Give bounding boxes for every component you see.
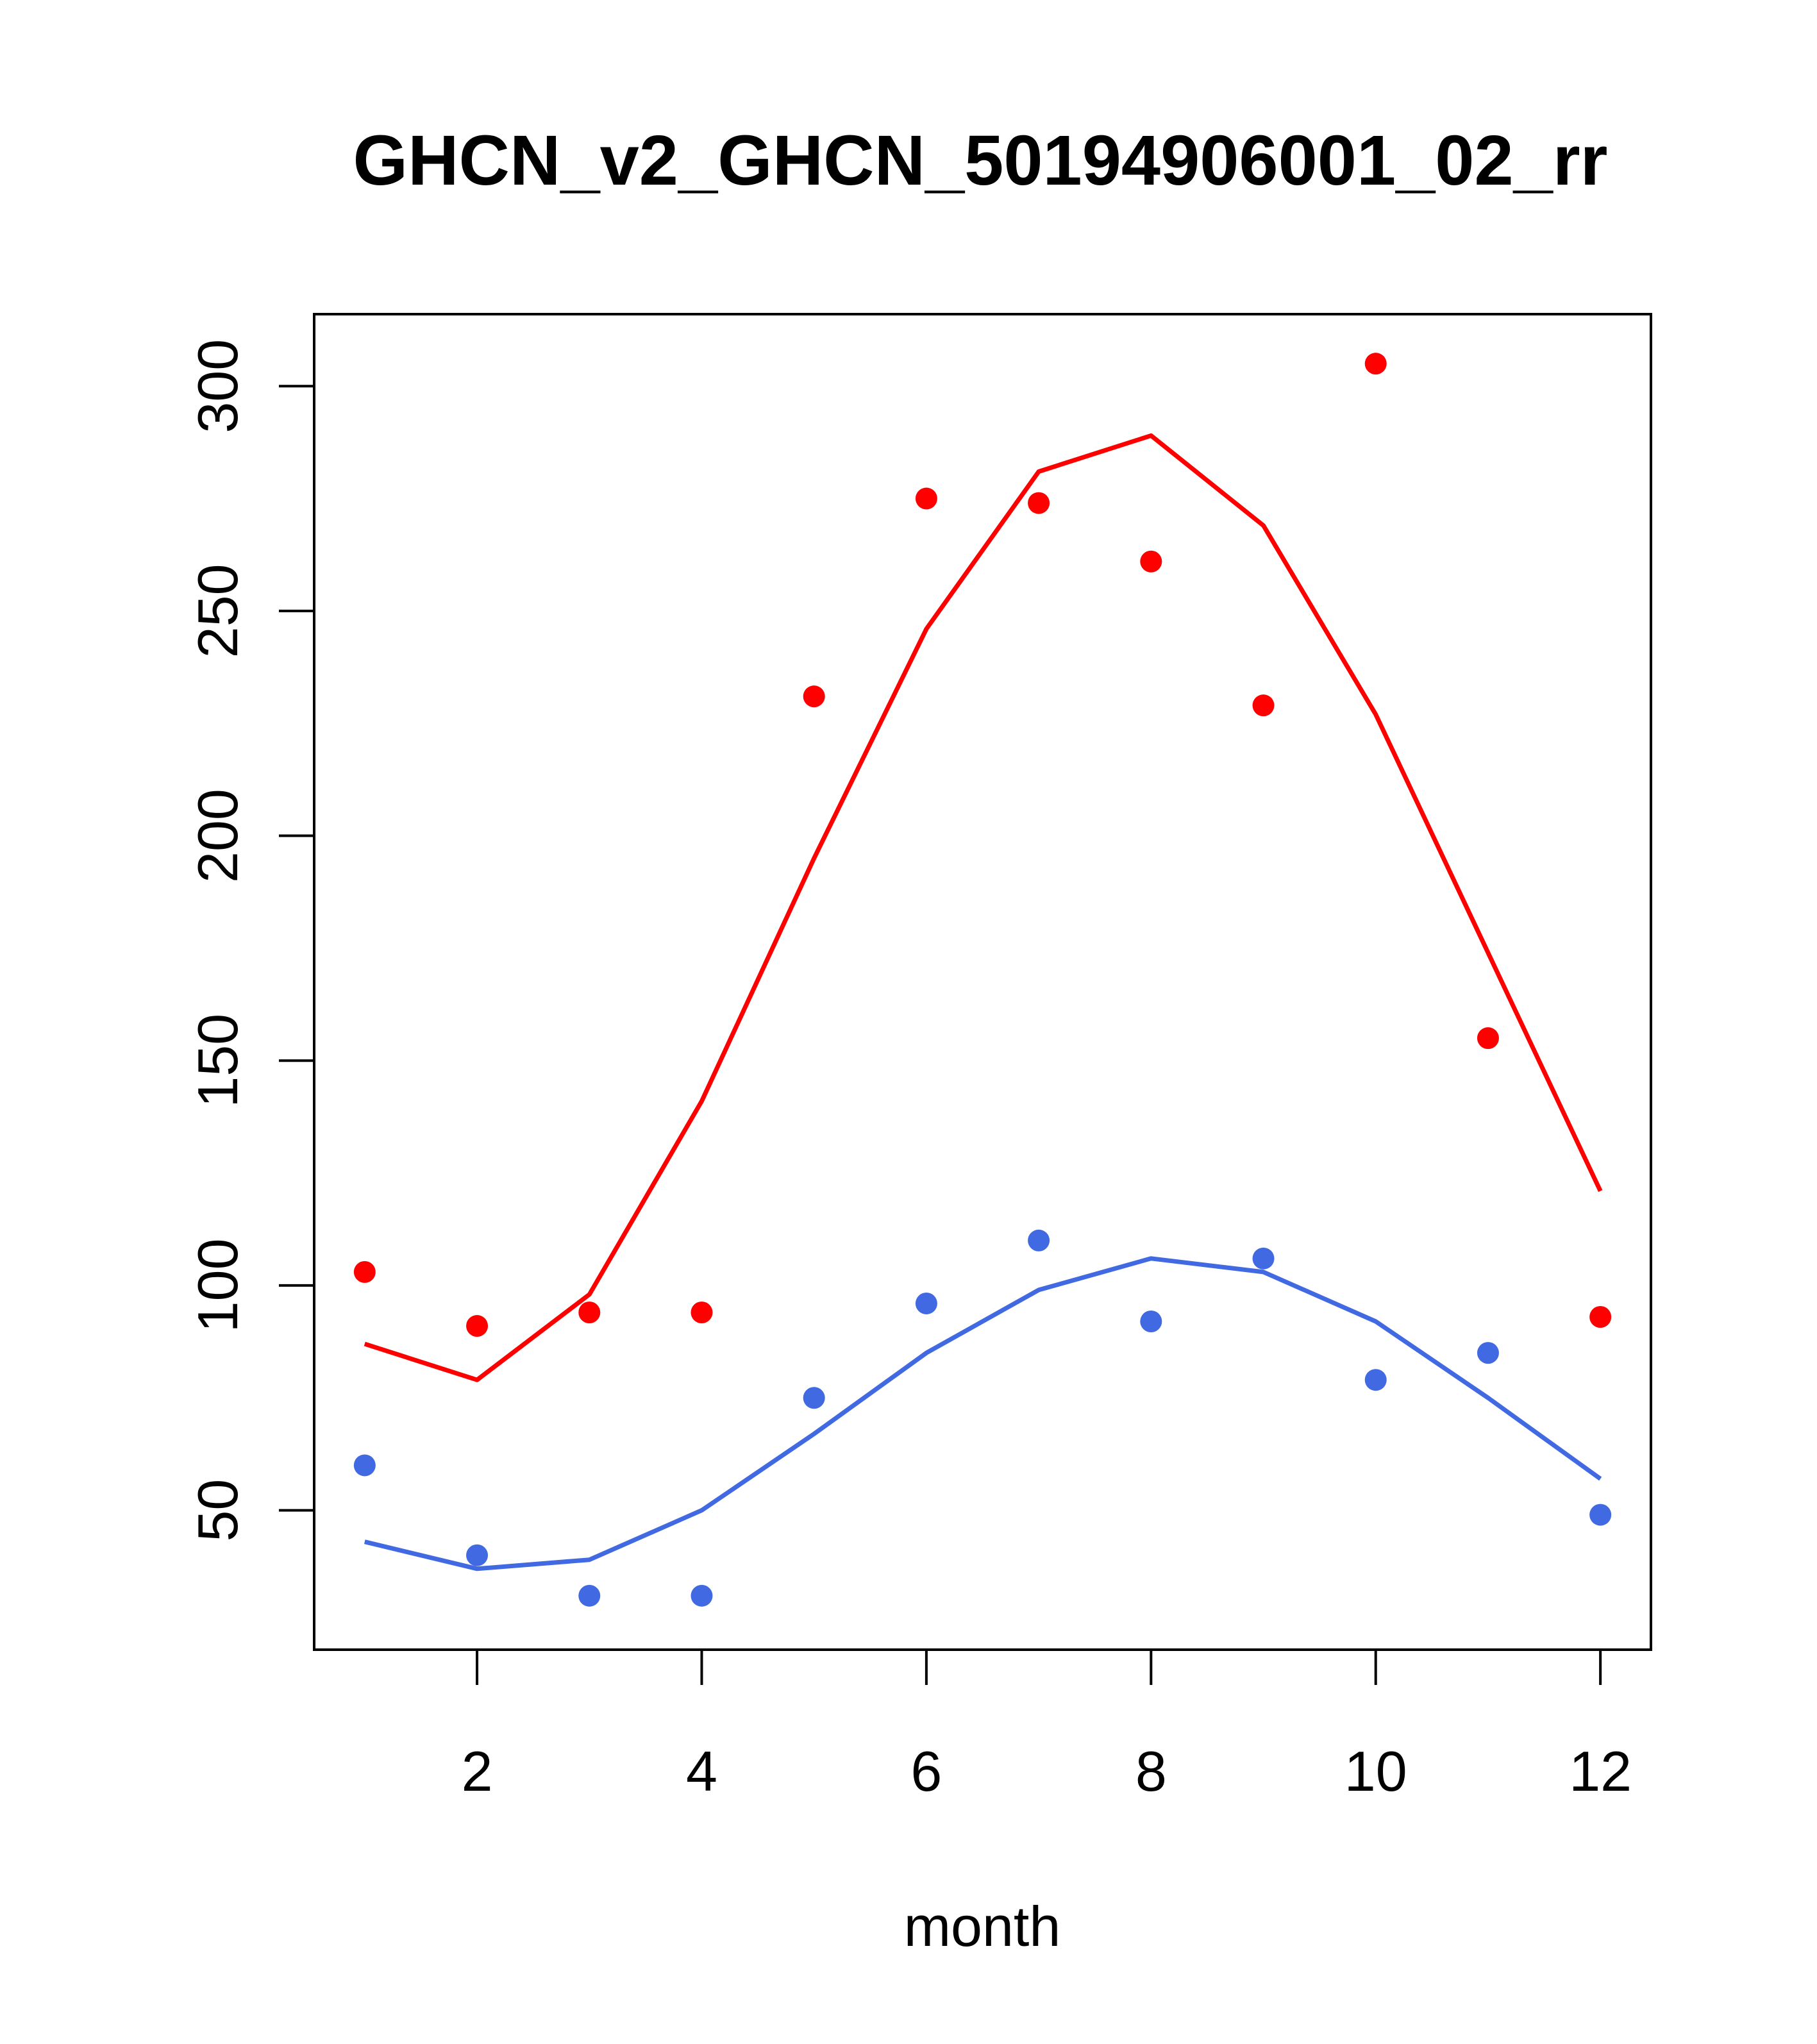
x-tick-label: 2 xyxy=(462,1739,493,1803)
x-tick-label: 10 xyxy=(1344,1739,1407,1803)
series-layer xyxy=(353,353,1612,1607)
series-1-point xyxy=(1252,694,1275,717)
series-1-point xyxy=(1589,1306,1612,1328)
series-1-point xyxy=(803,685,825,708)
series-1-point xyxy=(1364,353,1387,375)
series-2-point xyxy=(691,1584,713,1607)
series-1-point xyxy=(1140,550,1162,573)
x-tick-label: 4 xyxy=(686,1739,717,1803)
series-2-point xyxy=(1477,1342,1499,1364)
series-2-point xyxy=(915,1292,937,1314)
series-2-point xyxy=(466,1544,489,1566)
series-2-point xyxy=(1252,1247,1275,1269)
series-1-point xyxy=(1028,492,1050,514)
y-tick-label: 150 xyxy=(186,1014,249,1108)
series-2-point xyxy=(578,1584,601,1607)
series-1-line xyxy=(364,433,1603,1382)
series-1-point xyxy=(691,1301,713,1323)
series-1-point xyxy=(466,1315,489,1337)
y-tick-label: 250 xyxy=(186,564,249,658)
y-tick-label: 100 xyxy=(186,1238,249,1332)
y-tick-label: 300 xyxy=(186,339,249,433)
series-2-point xyxy=(353,1454,376,1477)
series-1-point xyxy=(915,487,937,510)
x-axis: 2 4 6 8 10 12 xyxy=(462,1648,1632,1803)
x-axis-label: month xyxy=(904,1895,1061,1958)
y-tick-label: 50 xyxy=(186,1479,249,1542)
plot-frame xyxy=(313,313,1652,1651)
series-2-point xyxy=(1140,1311,1162,1333)
series-1-point xyxy=(353,1261,376,1283)
x-tick-label: 12 xyxy=(1569,1739,1632,1803)
series-1-point xyxy=(578,1301,601,1323)
x-tick-label: 6 xyxy=(910,1739,942,1803)
y-axis: 50 100 150 200 250 300 xyxy=(186,339,315,1542)
y-tick-label: 200 xyxy=(186,789,249,883)
series-2-point xyxy=(1364,1369,1387,1391)
series-1-point xyxy=(1477,1027,1499,1050)
series-2-line xyxy=(364,1256,1602,1571)
series-2-point xyxy=(803,1387,825,1409)
series-2-point xyxy=(1028,1229,1050,1252)
series-2-point xyxy=(1589,1504,1612,1526)
x-tick-label: 8 xyxy=(1135,1739,1167,1803)
chart-title: GHCN_v2_GHCN_50194906001_02_rr xyxy=(353,121,1608,200)
